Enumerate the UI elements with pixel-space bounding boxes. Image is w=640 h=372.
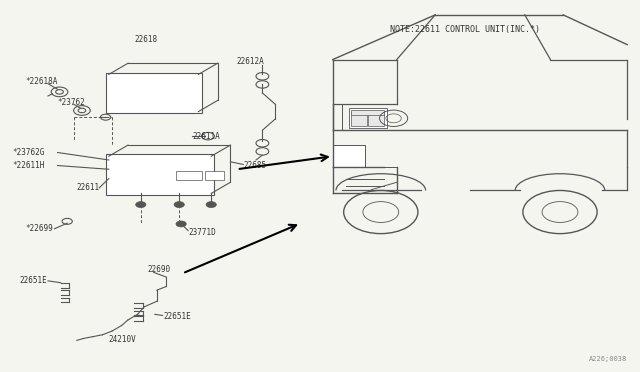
Circle shape: [206, 202, 216, 208]
Circle shape: [136, 202, 146, 208]
Circle shape: [174, 202, 184, 208]
Text: *22699: *22699: [26, 224, 53, 233]
Text: *22611H: *22611H: [13, 161, 45, 170]
Text: 22685: 22685: [243, 161, 266, 170]
Text: A226;0038: A226;0038: [589, 356, 627, 362]
Text: 22611A: 22611A: [192, 132, 220, 141]
Bar: [205, 171, 224, 180]
Text: 22690: 22690: [147, 265, 170, 274]
Text: 22651E: 22651E: [19, 276, 47, 285]
Text: *22618A: *22618A: [26, 77, 58, 86]
FancyBboxPatch shape: [106, 73, 202, 113]
Bar: [351, 112, 367, 126]
Bar: [351, 110, 384, 115]
Text: *23762G: *23762G: [13, 148, 45, 157]
Text: 22651E: 22651E: [163, 312, 191, 321]
Text: 22611: 22611: [77, 183, 100, 192]
Bar: [368, 112, 384, 126]
FancyBboxPatch shape: [106, 154, 214, 195]
Bar: [349, 108, 387, 128]
Bar: [333, 145, 365, 167]
Bar: [176, 171, 202, 180]
Circle shape: [176, 221, 186, 227]
Text: 22612A: 22612A: [237, 57, 264, 66]
Text: NOTE:22611 CONTROL UNIT(INC.*): NOTE:22611 CONTROL UNIT(INC.*): [390, 25, 540, 34]
Text: 22618: 22618: [134, 35, 157, 44]
Text: 24210V: 24210V: [109, 335, 136, 344]
Text: *23762: *23762: [58, 98, 85, 107]
Text: 23771D: 23771D: [189, 228, 216, 237]
